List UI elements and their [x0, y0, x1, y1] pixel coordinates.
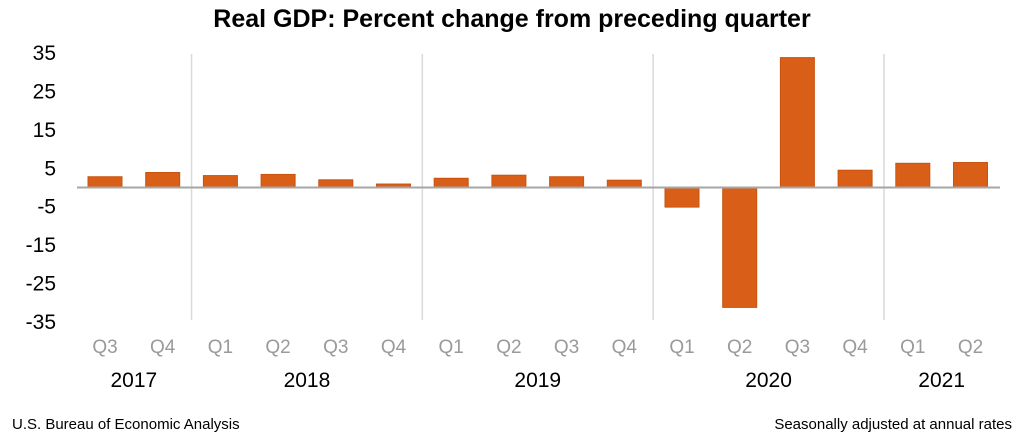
quarter-tick-label: Q4: [612, 337, 638, 358]
year-label: 2019: [514, 369, 561, 392]
year-label: 2020: [745, 369, 792, 392]
quarter-tick-label: Q1: [900, 337, 925, 358]
bar: [202, 175, 238, 188]
y-tick-label: -5: [37, 196, 56, 219]
bar: [837, 169, 873, 188]
bar: [318, 179, 354, 188]
quarter-tick-label: Q1: [439, 337, 464, 358]
y-tick-label: 5: [44, 157, 56, 180]
note-label: Seasonally adjusted at annual rates: [774, 416, 1012, 433]
quarter-tick-label: Q3: [323, 337, 348, 358]
year-label: 2021: [918, 369, 965, 392]
bar: [779, 57, 815, 188]
y-tick-label: 35: [33, 42, 56, 65]
quarter-tick-label: Q4: [381, 337, 407, 358]
y-tick-label: 25: [33, 80, 56, 103]
bar: [722, 187, 758, 308]
year-label: 2018: [284, 369, 331, 392]
bar: [145, 172, 181, 189]
source-label: U.S. Bureau of Economic Analysis: [12, 416, 240, 433]
bar: [260, 173, 296, 188]
quarter-tick-label: Q2: [727, 337, 752, 358]
bar: [606, 179, 642, 189]
bar: [895, 162, 931, 188]
bar: [87, 176, 123, 189]
bar: [549, 176, 585, 189]
year-label: 2017: [110, 369, 157, 392]
bar: [953, 162, 988, 188]
quarter-tick-label: Q1: [669, 337, 694, 358]
quarter-tick-label: Q4: [842, 337, 868, 358]
quarter-tick-label: Q4: [150, 337, 176, 358]
y-tick-label: -15: [26, 234, 56, 257]
quarter-tick-label: Q3: [785, 337, 810, 358]
y-tick-label: 15: [33, 119, 56, 142]
y-tick-label: -25: [26, 273, 56, 296]
quarter-tick-label: Q3: [554, 337, 579, 358]
quarter-tick-label: Q2: [265, 337, 290, 358]
bar: [491, 174, 527, 188]
quarter-tick-label: Q3: [92, 337, 117, 358]
bar: [433, 177, 469, 189]
chart-title: Real GDP: Percent change from preceding …: [213, 5, 811, 33]
y-tick-label: -35: [26, 311, 56, 334]
quarter-tick-label: Q2: [496, 337, 521, 358]
quarter-tick-label: Q1: [208, 337, 233, 358]
quarter-tick-label: Q2: [958, 337, 983, 358]
bar: [664, 187, 700, 208]
